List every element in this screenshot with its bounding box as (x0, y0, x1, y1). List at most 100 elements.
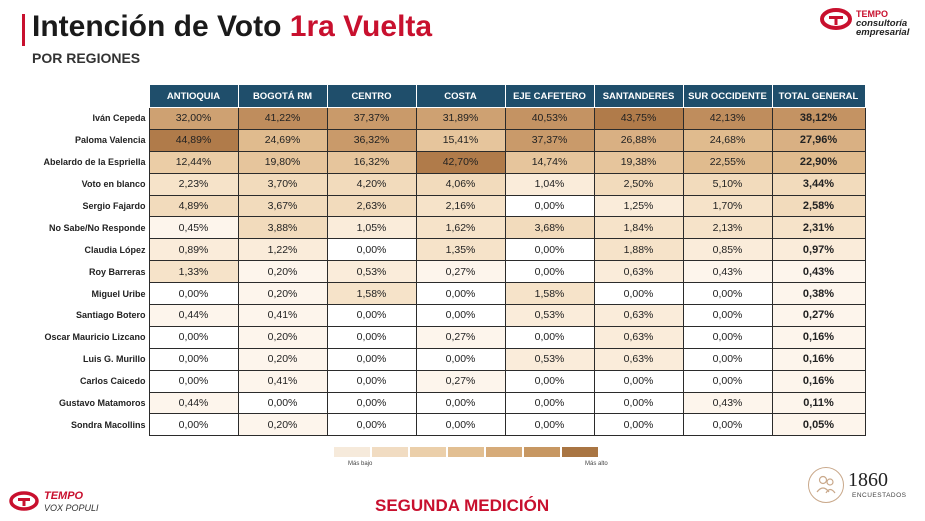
value-cell: 0,00% (415, 347, 506, 371)
value-cell: 0,20% (237, 282, 328, 306)
value-cell: 0,20% (237, 325, 328, 349)
value-cell: 0,00% (326, 325, 417, 349)
value-cell: 0,00% (682, 304, 773, 327)
page-title: Intención de Voto 1ra Vuelta (32, 10, 433, 43)
candidate-name: Gustavo Matamoros (58, 398, 146, 409)
value-cell: 0,53% (504, 347, 595, 371)
candidate-name: No Sabe/No Responde (48, 222, 146, 233)
column-header: SUR OCCIDENTE (682, 84, 773, 108)
footer-brand: TEMPO (44, 490, 84, 502)
tempo-voxpopuli-logo: TEMPO VOX POPULI (8, 488, 108, 516)
total-cell: 0,16% (771, 347, 866, 371)
value-cell: 0,00% (682, 369, 773, 393)
value-cell: 0,00% (593, 369, 684, 393)
table-row: Abelardo de la Espriella 12,44% 19,80% 16,3… (39, 150, 866, 174)
corner-cell (39, 85, 149, 108)
value-cell: 2,63% (326, 194, 417, 218)
value-cell: 5,10% (682, 172, 773, 196)
candidate-name: Luis G. Murillo (83, 354, 146, 365)
legend-swatch (486, 447, 522, 457)
value-cell: 1,25% (593, 194, 684, 218)
total-cell: 0,38% (771, 282, 866, 306)
respondent-count: 1860 (848, 469, 888, 491)
value-cell: 31,89% (415, 107, 506, 130)
value-cell: 1,70% (682, 194, 773, 218)
value-cell: 0,00% (415, 282, 506, 306)
value-cell: 0,00% (415, 413, 506, 437)
value-cell: 1,05% (326, 216, 417, 240)
value-cell: 0,00% (326, 304, 417, 327)
table-header-row: ANTIOQUIA BOGOTÁ RM CENTRO COSTA EJE CAFETER… (39, 84, 866, 108)
value-cell: 44,89% (148, 128, 239, 152)
value-cell: 0,00% (326, 238, 417, 262)
value-cell: 0,00% (148, 347, 239, 371)
candidate-name: Carlos Caicedo (79, 376, 146, 387)
value-cell: 40,53% (504, 107, 595, 130)
logo-line-3: empresarial (856, 27, 910, 38)
value-cell: 2,23% (148, 172, 239, 196)
value-cell: 3,70% (237, 172, 328, 196)
tempo-logo-icon (820, 8, 852, 30)
total-cell: 2,58% (771, 194, 866, 218)
value-cell: 0,43% (682, 260, 773, 284)
legend-swatch (372, 447, 408, 457)
value-cell: 0,00% (682, 347, 773, 371)
total-cell: 0,16% (771, 325, 866, 349)
total-cell: 0,11% (771, 391, 866, 415)
value-cell: 19,38% (593, 150, 684, 174)
value-cell: 0,00% (415, 391, 506, 415)
candidate-name: Iván Cepeda (92, 113, 146, 124)
candidate-name: Voto en blanco (81, 179, 146, 190)
value-cell: 0,44% (148, 304, 239, 327)
candidate-name: Sondra Macollins (70, 419, 146, 430)
value-cell: 22,55% (682, 150, 773, 174)
value-cell: 4,89% (148, 194, 239, 218)
value-cell: 0,00% (326, 369, 417, 393)
title-accent-bar (22, 14, 25, 46)
measurement-label: SEGUNDA MEDICIÓN (375, 496, 550, 515)
value-cell: 14,74% (504, 150, 595, 174)
value-cell: 15,41% (415, 128, 506, 152)
total-cell: 3,44% (771, 172, 866, 196)
value-cell: 0,63% (593, 260, 684, 284)
value-cell: 0,53% (504, 304, 595, 327)
value-cell: 37,37% (326, 107, 417, 130)
value-cell: 0,63% (593, 325, 684, 349)
value-cell: 41,22% (237, 107, 328, 130)
value-cell: 0,85% (682, 238, 773, 262)
value-cell: 0,20% (237, 347, 328, 371)
table-row: Gustavo Matamoros 0,44% 0,00% 0,00% 0,00% 0,0… (39, 391, 866, 415)
respondent-count-label: ENCUESTADOS (852, 492, 907, 499)
value-cell: 0,00% (504, 369, 595, 393)
footer-brand-sub: VOX POPULI (44, 503, 99, 513)
total-cell: 27,96% (771, 128, 866, 152)
legend-high-label: Más alto (585, 461, 608, 467)
value-cell: 19,80% (237, 150, 328, 174)
value-cell: 0,00% (593, 413, 684, 437)
page-subtitle: POR REGIONES (32, 50, 141, 66)
value-cell: 1,62% (415, 216, 506, 240)
value-cell: 0,63% (593, 347, 684, 371)
value-cell: 32,00% (148, 107, 239, 130)
table-row: Voto en blanco 2,23% 3,70% 4,20% 4,06% 1,04% 2… (39, 172, 866, 196)
legend-swatch (334, 447, 370, 457)
table-row: Sondra Macollins 0,00% 0,20% 0,00% 0,00% 0,00… (39, 413, 866, 437)
value-cell: 0,00% (504, 413, 595, 437)
value-cell: 24,68% (682, 128, 773, 152)
value-cell: 4,06% (415, 172, 506, 196)
value-cell: 0,00% (504, 391, 595, 415)
value-cell: 1,84% (593, 216, 684, 240)
value-cell: 26,88% (593, 128, 684, 152)
value-cell: 0,00% (326, 391, 417, 415)
value-cell: 1,58% (504, 282, 595, 306)
candidate-name: Paloma Valencia (74, 135, 146, 146)
value-cell: 0,00% (682, 325, 773, 349)
column-header: BOGOTÁ RM (237, 84, 328, 108)
value-cell: 0,20% (237, 260, 328, 284)
logo-line-2: consultoría (856, 18, 908, 29)
candidate-name: Claudia López (84, 244, 146, 255)
candidate-name: Oscar Mauricio Lizcano (44, 332, 146, 343)
legend-swatch (410, 447, 446, 457)
value-cell: 16,32% (326, 150, 417, 174)
value-cell: 37,37% (504, 128, 595, 152)
